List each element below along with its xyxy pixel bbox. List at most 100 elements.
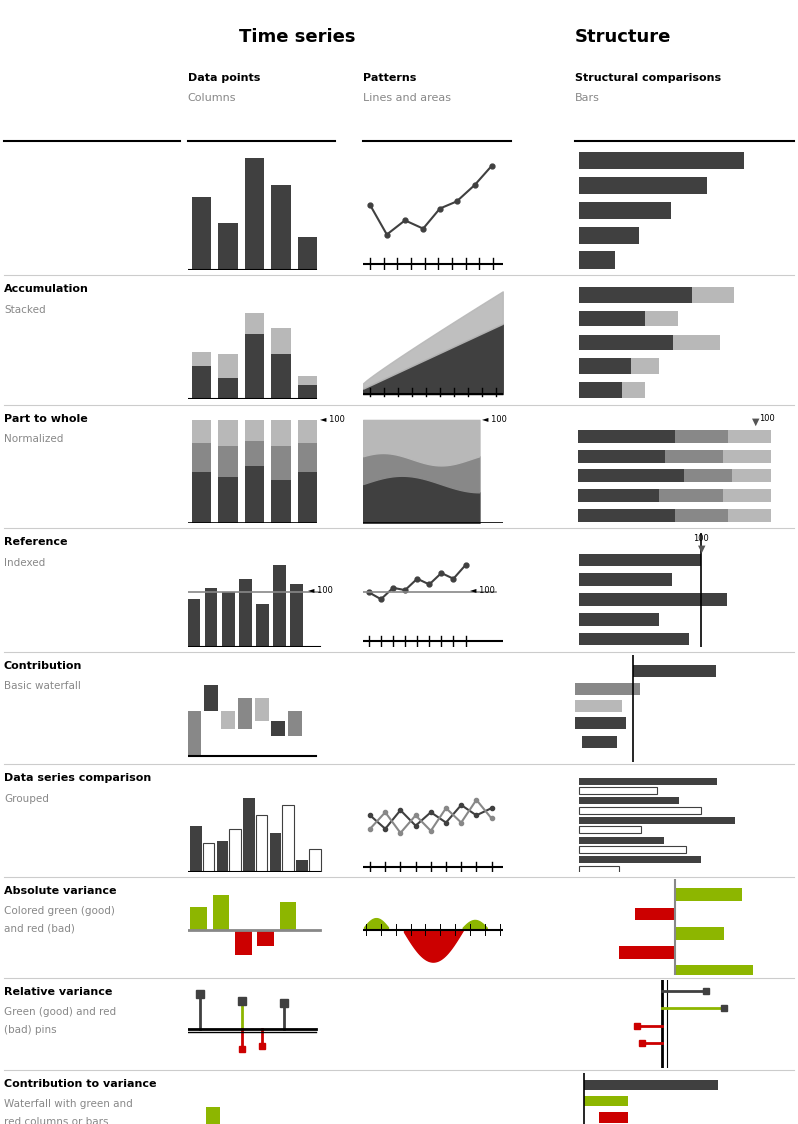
- Bar: [575, 683, 640, 695]
- Text: Time series: Time series: [239, 28, 356, 46]
- Text: ◄ 100: ◄ 100: [470, 586, 495, 595]
- Text: Normalized: Normalized: [4, 434, 63, 444]
- Bar: [645, 311, 678, 326]
- Bar: [190, 907, 207, 930]
- Text: ◄ 100: ◄ 100: [482, 416, 507, 425]
- Bar: [229, 828, 241, 872]
- Text: Reference: Reference: [4, 537, 68, 547]
- Bar: [271, 420, 291, 446]
- Bar: [212, 895, 230, 930]
- Text: Data series comparison: Data series comparison: [4, 773, 152, 783]
- Text: Accumulation: Accumulation: [4, 284, 89, 294]
- Bar: [282, 805, 294, 872]
- Bar: [270, 833, 282, 872]
- Text: Grouped: Grouped: [4, 794, 49, 804]
- Bar: [722, 450, 771, 462]
- Text: Waterfall with green and: Waterfall with green and: [4, 1099, 132, 1109]
- Text: (bad) pins: (bad) pins: [4, 1025, 57, 1035]
- Bar: [675, 927, 724, 940]
- Text: Colored green (good): Colored green (good): [4, 906, 115, 916]
- Bar: [579, 797, 679, 805]
- Bar: [675, 966, 753, 978]
- Bar: [204, 588, 217, 647]
- Text: Lines and areas: Lines and areas: [363, 93, 451, 103]
- Bar: [257, 930, 275, 946]
- Bar: [255, 815, 267, 872]
- Bar: [674, 335, 721, 350]
- Bar: [579, 856, 701, 863]
- Bar: [243, 798, 255, 872]
- Bar: [245, 312, 264, 334]
- Bar: [722, 489, 771, 502]
- Bar: [579, 826, 642, 834]
- Bar: [579, 633, 689, 645]
- Bar: [271, 720, 286, 736]
- Bar: [219, 446, 238, 477]
- Bar: [290, 584, 303, 647]
- Bar: [206, 1106, 219, 1124]
- Bar: [216, 841, 228, 872]
- Bar: [579, 509, 674, 522]
- Bar: [575, 700, 622, 711]
- Text: Columns: Columns: [188, 93, 236, 103]
- Bar: [579, 836, 664, 844]
- Bar: [579, 489, 659, 502]
- Bar: [674, 429, 729, 443]
- Text: Data points: Data points: [188, 73, 260, 83]
- Text: ▼: ▼: [697, 544, 705, 554]
- Bar: [192, 420, 211, 443]
- Text: Absolute variance: Absolute variance: [4, 886, 117, 896]
- Bar: [665, 450, 722, 462]
- Text: Basic waterfall: Basic waterfall: [4, 681, 81, 691]
- Bar: [271, 328, 291, 354]
- Bar: [579, 152, 744, 170]
- Bar: [309, 850, 321, 872]
- Bar: [219, 223, 238, 270]
- Text: Stacked: Stacked: [4, 305, 45, 315]
- Bar: [298, 472, 318, 524]
- Bar: [622, 382, 645, 398]
- Bar: [192, 352, 211, 366]
- Text: Contribution: Contribution: [4, 661, 82, 671]
- Bar: [675, 888, 741, 901]
- Text: red columns or bars: red columns or bars: [4, 1117, 109, 1124]
- Text: 100: 100: [759, 414, 775, 423]
- Bar: [239, 579, 251, 647]
- Bar: [298, 386, 318, 399]
- Bar: [298, 443, 318, 472]
- Bar: [256, 604, 269, 647]
- Bar: [579, 227, 639, 244]
- Bar: [579, 429, 674, 443]
- Bar: [634, 665, 716, 677]
- Bar: [188, 710, 201, 756]
- Bar: [579, 778, 717, 785]
- Bar: [298, 237, 318, 270]
- Bar: [579, 252, 614, 269]
- Bar: [579, 846, 685, 853]
- Bar: [298, 375, 318, 386]
- Bar: [579, 573, 672, 586]
- Bar: [579, 553, 701, 566]
- Bar: [631, 359, 659, 374]
- Bar: [584, 1096, 628, 1106]
- Bar: [692, 287, 734, 302]
- Bar: [221, 710, 235, 729]
- Text: Indexed: Indexed: [4, 558, 45, 568]
- Bar: [579, 807, 701, 814]
- Bar: [582, 736, 617, 749]
- Bar: [684, 470, 733, 482]
- Text: Bars: Bars: [575, 93, 599, 103]
- Bar: [579, 359, 631, 374]
- Bar: [579, 817, 735, 824]
- Bar: [729, 509, 771, 522]
- Bar: [219, 354, 238, 378]
- Bar: [219, 477, 238, 524]
- Bar: [273, 565, 286, 647]
- Bar: [279, 903, 297, 930]
- Bar: [579, 470, 684, 482]
- Text: ◄ 100: ◄ 100: [320, 416, 345, 425]
- Bar: [204, 686, 219, 710]
- Bar: [190, 826, 202, 872]
- Bar: [238, 698, 252, 729]
- Bar: [188, 599, 200, 647]
